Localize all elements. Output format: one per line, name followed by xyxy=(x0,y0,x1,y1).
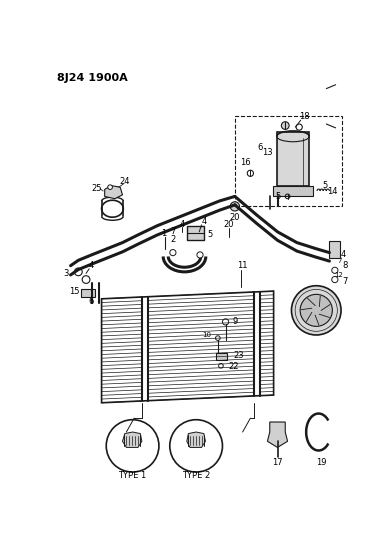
Text: 4: 4 xyxy=(89,261,94,270)
Text: 10: 10 xyxy=(203,332,212,338)
Circle shape xyxy=(296,124,302,130)
Text: 1: 1 xyxy=(161,229,166,238)
Circle shape xyxy=(197,252,203,258)
Text: 11: 11 xyxy=(237,261,248,270)
Circle shape xyxy=(170,249,176,256)
Polygon shape xyxy=(102,291,274,403)
Circle shape xyxy=(247,170,253,176)
Polygon shape xyxy=(267,422,287,447)
Text: 5: 5 xyxy=(275,192,280,201)
Text: 8J24 1900A: 8J24 1900A xyxy=(57,73,127,83)
Text: 6: 6 xyxy=(89,297,94,305)
Circle shape xyxy=(332,277,338,282)
Text: 25: 25 xyxy=(91,184,102,193)
Circle shape xyxy=(291,286,341,335)
Circle shape xyxy=(222,319,229,325)
Circle shape xyxy=(219,364,223,368)
Text: 19: 19 xyxy=(316,458,327,467)
Circle shape xyxy=(106,419,159,472)
Circle shape xyxy=(74,268,82,276)
Text: TYPE 1: TYPE 1 xyxy=(118,471,147,480)
FancyBboxPatch shape xyxy=(81,289,95,296)
Polygon shape xyxy=(187,432,205,447)
Polygon shape xyxy=(215,353,227,360)
Circle shape xyxy=(108,185,113,189)
Polygon shape xyxy=(122,432,142,447)
FancyBboxPatch shape xyxy=(330,241,340,258)
Circle shape xyxy=(332,267,338,273)
Text: 3: 3 xyxy=(63,269,68,278)
Text: 7: 7 xyxy=(170,227,176,236)
Text: 4: 4 xyxy=(179,220,185,229)
Text: 15: 15 xyxy=(69,287,80,296)
Circle shape xyxy=(230,202,240,211)
Text: 4: 4 xyxy=(201,217,206,227)
Text: 5: 5 xyxy=(322,181,327,190)
Text: 7: 7 xyxy=(342,277,348,286)
Text: 8: 8 xyxy=(342,261,348,270)
Text: 13: 13 xyxy=(262,148,273,157)
Text: 20: 20 xyxy=(230,213,240,222)
Text: 4: 4 xyxy=(341,251,346,260)
Text: 9: 9 xyxy=(233,318,238,326)
Text: 24: 24 xyxy=(120,176,130,185)
Circle shape xyxy=(170,419,222,472)
FancyBboxPatch shape xyxy=(273,185,313,196)
Text: TYPE 2: TYPE 2 xyxy=(182,471,210,480)
Text: 2: 2 xyxy=(170,235,176,244)
Circle shape xyxy=(215,336,220,341)
Circle shape xyxy=(282,122,289,130)
FancyBboxPatch shape xyxy=(277,132,309,185)
Text: 14: 14 xyxy=(327,187,338,196)
Text: 16: 16 xyxy=(240,158,250,167)
Text: 6: 6 xyxy=(257,143,262,151)
FancyBboxPatch shape xyxy=(187,225,204,239)
Text: 23: 23 xyxy=(233,351,244,360)
Text: 22: 22 xyxy=(229,362,239,371)
Text: 17: 17 xyxy=(272,458,283,467)
Text: 12: 12 xyxy=(334,272,343,278)
Polygon shape xyxy=(105,185,122,199)
Text: 5: 5 xyxy=(208,230,213,239)
Circle shape xyxy=(300,294,332,326)
Text: 20: 20 xyxy=(223,220,234,229)
Text: 18: 18 xyxy=(300,112,310,121)
Circle shape xyxy=(82,276,90,284)
